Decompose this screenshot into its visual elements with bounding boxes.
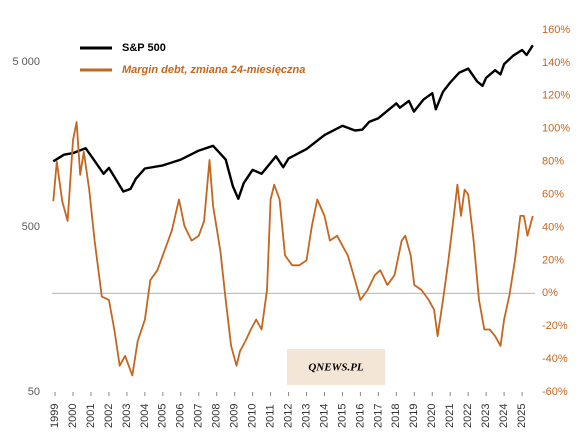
y2-tick-label: -20% (542, 320, 568, 332)
y-tick-label: 5 000 (12, 56, 40, 68)
x-tick-label: 2018 (390, 404, 402, 428)
legend-label: S&P 500 (122, 42, 166, 54)
y2-tick-label: -40% (542, 353, 568, 365)
x-tick-label: 2021 (444, 404, 456, 428)
x-tick-label: 2003 (121, 404, 133, 428)
y2-tick-label: 100% (542, 123, 570, 135)
y2-tick-label: 20% (542, 254, 564, 266)
legend-label: Margin debt, zmiana 24-miesięczna (122, 64, 305, 76)
x-tick-label: 2001 (85, 404, 97, 428)
y2-tick-label: -60% (542, 386, 568, 398)
y2-tick-label: 120% (542, 90, 570, 102)
y2-tick-label: 60% (542, 188, 564, 200)
x-tick-label: 2000 (67, 404, 79, 428)
x-tick-label: 2024 (498, 404, 510, 428)
x-tick-label: 2013 (300, 404, 312, 428)
y2-tick-label: 40% (542, 221, 564, 233)
y2-tick-label: 140% (542, 57, 570, 69)
x-tick-label: 2023 (480, 404, 492, 428)
x-tick-label: 2009 (229, 404, 241, 428)
watermark: QNEWS.PL (308, 362, 364, 374)
x-tick-label: 2008 (211, 404, 223, 428)
series-line (52, 44, 534, 200)
y2-tick-label: 160% (542, 24, 570, 36)
x-tick-label: 2016 (354, 404, 366, 428)
x-tick-label: 2019 (408, 404, 420, 428)
x-tick-label: 2004 (139, 404, 151, 428)
x-tick-label: 2020 (426, 404, 438, 428)
y2-tick-label: 80% (542, 156, 564, 168)
x-tick-label: 2011 (265, 404, 277, 428)
x-tick-label: 2014 (318, 404, 330, 428)
x-tick-label: 2002 (103, 404, 115, 428)
watermark-box (287, 349, 385, 385)
x-tick-label: 2012 (282, 404, 294, 428)
x-tick-label: 2006 (175, 404, 187, 428)
y-tick-label: 500 (22, 221, 40, 233)
x-tick-label: 2025 (516, 404, 528, 428)
x-tick-label: 2022 (462, 404, 474, 428)
x-tick-label: 2007 (193, 404, 205, 428)
y-tick-label: 50 (28, 386, 40, 398)
y2-tick-label: 0% (542, 287, 558, 299)
x-tick-label: 2005 (157, 404, 169, 428)
x-tick-label: 2017 (372, 404, 384, 428)
x-tick-label: 2015 (336, 404, 348, 428)
x-tick-label: 1999 (49, 404, 61, 428)
series-line (52, 121, 534, 377)
x-tick-label: 2010 (247, 404, 259, 428)
